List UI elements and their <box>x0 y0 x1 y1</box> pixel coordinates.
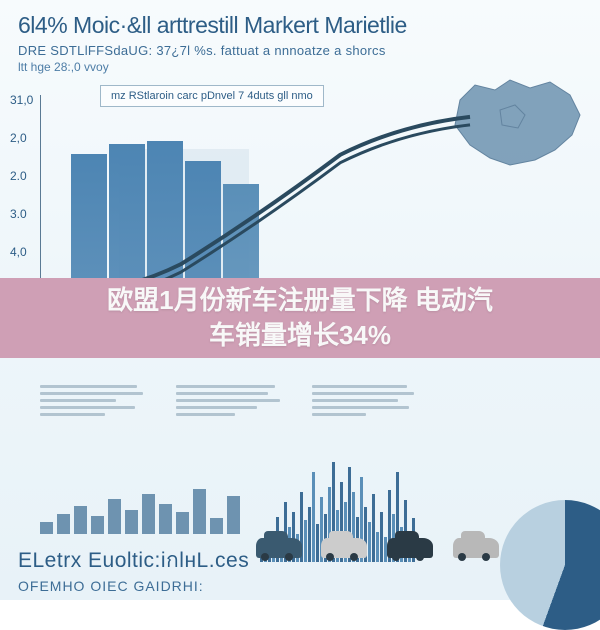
bottom-subtitle: OFEMHO OIEC GAIDRHI: <box>18 578 249 594</box>
header: 6l4% Moic·&ll arttrestill Markert Mariet… <box>0 0 600 78</box>
y-tick: 31,0 <box>10 93 33 107</box>
text-line <box>40 399 116 402</box>
bottom-title: ELetrx Euoltic:iกlнL.ces <box>18 544 249 577</box>
text-line <box>40 392 143 395</box>
text-line <box>40 385 137 388</box>
infographic-container: 6l4% Moic·&ll arttrestill Markert Mariet… <box>0 0 600 600</box>
overlay-headline: 欧盟1月份新车注册量下降 电动汽 车销量增长34% <box>87 283 513 353</box>
curve-path-1 <box>51 117 470 294</box>
y-tick: 2.0 <box>10 169 27 183</box>
text-line <box>312 399 398 402</box>
bottom-titles: ELetrx Euoltic:iกlнL.ces OFEMHO OIEC GAI… <box>18 544 249 594</box>
text-line <box>176 413 235 416</box>
car-icon <box>453 538 499 558</box>
overlay-line2: 车销量增长34% <box>209 320 391 350</box>
y-tick: 4,0 <box>10 245 27 259</box>
text-line <box>176 406 257 409</box>
subtitle: DRE SDTLlFFSdaUG: 37¿7l %s. fattuat a nn… <box>18 43 582 58</box>
text-line <box>312 406 409 409</box>
y-tick: 2,0 <box>10 131 27 145</box>
y-tick: 3.0 <box>10 207 27 221</box>
text-line <box>40 406 135 409</box>
text-line <box>312 385 407 388</box>
car-icon <box>387 538 433 558</box>
car-icon <box>321 538 367 558</box>
text-line <box>40 413 105 416</box>
overlay-band: 欧盟1月份新车注册量下降 电动汽 车销量增长34% <box>0 278 600 358</box>
text-line <box>176 392 268 395</box>
main-title: 6l4% Moic·&ll arttrestill Markert Mariet… <box>18 12 582 39</box>
text-line <box>176 385 275 388</box>
text-line <box>176 399 280 402</box>
car-icon <box>256 538 302 558</box>
overlay-line1: 欧盟1月份新车注册量下降 电动汽 <box>107 285 493 315</box>
text-line <box>312 413 366 416</box>
text-line <box>312 392 414 395</box>
